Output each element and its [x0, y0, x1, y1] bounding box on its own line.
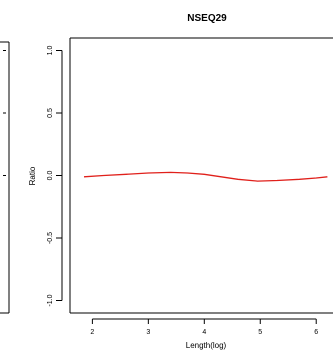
y-tick-label: -0.5 — [47, 232, 54, 244]
x-tick-label: 4 — [202, 329, 206, 336]
y-tick-label: -1.0 — [47, 294, 54, 306]
y-tick-label: 0.0 — [47, 171, 54, 181]
left-panel-fragment — [0, 41, 10, 314]
y-tick-label: 0.5 — [47, 108, 54, 118]
x-axis-label: Length(log) — [186, 341, 227, 350]
y-axis-label: Ratio — [28, 166, 37, 185]
x-tick-label: 3 — [146, 329, 150, 336]
x-axis: 2 3 4 5 6 — [90, 318, 318, 336]
x-tick-label: 6 — [314, 329, 318, 336]
series-line — [83, 171, 328, 182]
plot-frame — [69, 37, 333, 314]
series-layer — [83, 171, 328, 182]
left-panel-ticks — [3, 50, 6, 176]
chart-title: NSEQ29 — [187, 13, 227, 24]
y-axis: -1.0 -0.5 0.0 0.5 1.0 — [47, 46, 63, 307]
x-tick-label: 5 — [258, 329, 262, 336]
x-tick-label: 2 — [90, 329, 94, 336]
y-tick-label: 1.0 — [47, 46, 54, 56]
